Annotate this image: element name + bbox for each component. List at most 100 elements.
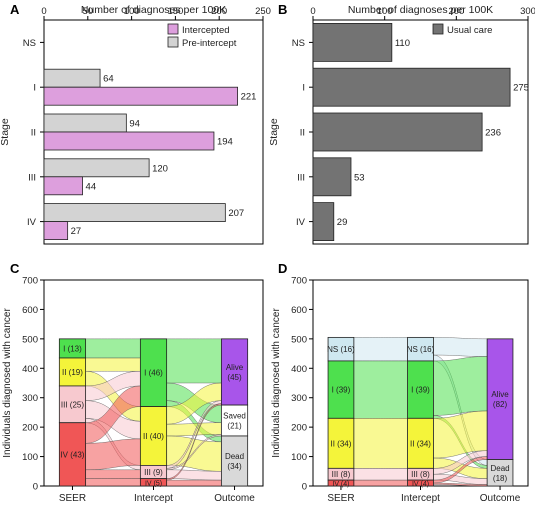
sankey-panel-c: 0 100 200 300 400 500 600 700 Individuals diagno… [2, 276, 264, 504]
y-tick-label: 600 [291, 305, 307, 316]
bar-pre-intercept-ii [43, 113, 127, 133]
sankey-node [139, 338, 168, 407]
data-label: 44 [86, 181, 97, 192]
bar-panel-b: 0 100 200 300 Number of diagnoses per 100K St… [268, 4, 535, 245]
y-tick-label: III [297, 172, 305, 183]
y-tick-label: 400 [22, 364, 38, 375]
sankey-node [220, 338, 249, 406]
sankey-flow [433, 410, 488, 459]
sankey-node-label: Dead (34) [225, 452, 244, 471]
bar-usual-care-i [312, 67, 511, 107]
y-tick-label: IV [296, 217, 306, 228]
y-tick-label: 600 [22, 305, 38, 316]
sankey-node-label: IV (43) [60, 450, 84, 459]
sankey-flow [166, 469, 222, 481]
y-tick-label: 100 [22, 452, 38, 463]
sankey-flow [353, 468, 408, 481]
y-tick-label: 200 [291, 423, 307, 434]
bar-usual-care-ns [312, 22, 393, 62]
legend-entry: Intercepted [182, 25, 230, 36]
y-tick-label: 300 [22, 393, 38, 404]
bar-pre-intercept-i [43, 68, 101, 88]
sankey-node-label: I (39) [411, 386, 430, 395]
y-tick-label: NS [292, 38, 305, 49]
x-tick-label: 50 [83, 6, 94, 17]
y-tick-label: II [31, 128, 36, 139]
y-tick-label: 500 [22, 334, 38, 345]
sankey-node-label: IV (5) [145, 480, 162, 487]
data-label: 27 [71, 226, 82, 237]
sankey-node [486, 459, 514, 487]
sankey-node-label: III (9) [144, 468, 163, 477]
sankey-flow [353, 337, 408, 362]
data-label: 236 [485, 128, 501, 139]
sankey-flow [166, 338, 222, 384]
sankey-node-label: Saved (21) [223, 412, 246, 431]
y-tick-label: NS [23, 38, 36, 49]
sankey-node-label: II (34) [330, 439, 351, 448]
panel-label-a: A [10, 2, 20, 17]
sankey-node-label: NS (16) [327, 345, 355, 354]
panel-label-d: D [278, 261, 287, 276]
sankey-node-label: IV (4) [412, 481, 429, 488]
legend-entry: Pre-intercept [182, 38, 237, 49]
y-tick-label: 300 [291, 393, 307, 404]
y-tick-label: 400 [291, 364, 307, 375]
legend-swatch [167, 23, 179, 35]
legend-entry: Usual care [447, 25, 492, 36]
x-tick-label: 200 [448, 6, 464, 17]
x-axis-label: SEER [59, 493, 86, 504]
sankey-flow [433, 356, 488, 416]
bar-intercepted-iv [43, 221, 69, 241]
sankey-node-label: II (19) [62, 368, 83, 377]
bar-intercepted-iii [43, 176, 83, 196]
x-axis-label: Intercept [401, 493, 440, 504]
bar-intercepted-i [43, 86, 238, 106]
data-label: 94 [129, 119, 140, 130]
y-tick-label: 100 [291, 452, 307, 463]
y-axis-label: Individuals diagnosed with cancer [2, 308, 13, 458]
data-label: 221 [241, 92, 257, 103]
sankey-node-label: Alive (82) [491, 390, 509, 409]
sankey-flows [85, 338, 222, 487]
sankey-flow [85, 478, 141, 487]
data-label: 53 [354, 172, 365, 183]
data-label: 207 [228, 208, 244, 219]
panel-label-c: C [10, 261, 20, 276]
y-tick-label: I [302, 83, 305, 94]
x-tick-label: 300 [520, 6, 535, 17]
x-tick-label: 100 [377, 6, 393, 17]
y-tick-label: 200 [22, 423, 38, 434]
sankey-node-label: I (39) [332, 386, 351, 395]
sankey-flow [433, 337, 488, 357]
sankey-flow [353, 418, 408, 469]
sankey-node-label: I (13) [63, 344, 82, 353]
sankey-node-label: NS (16) [407, 345, 435, 354]
y-tick-label: 700 [22, 276, 38, 287]
bar-usual-care-iv [312, 202, 335, 242]
y-tick-label: 500 [291, 334, 307, 345]
bar-usual-care-ii [312, 112, 483, 152]
y-tick-label: II [300, 128, 305, 139]
y-axis-label: Stage [0, 118, 11, 146]
x-axis-label: Number of diagnoses per 100K [348, 4, 493, 16]
sankey-node-label: III (25) [61, 400, 84, 409]
sankey-node [58, 422, 87, 487]
sankey-node-label: Alive (45) [226, 363, 244, 382]
x-tick-label: 100 [124, 6, 140, 17]
x-axis-label: SEER [327, 493, 354, 504]
y-tick-label: I [33, 83, 36, 94]
y-axis-label: Stage [268, 118, 280, 146]
legend-swatch [432, 23, 444, 35]
data-label: 29 [337, 217, 348, 228]
sankey-node-label: Dead (18) [490, 464, 509, 483]
x-axis-label: Intercept [134, 493, 173, 504]
sankey-flow [85, 357, 141, 372]
data-label: 120 [152, 163, 168, 174]
y-axis-label: Individuals diagnosed with cancer [271, 308, 282, 458]
legend-swatch [167, 36, 179, 48]
sankey-node [58, 357, 87, 387]
sankey-node [139, 406, 168, 466]
sankey-flow [85, 438, 141, 471]
